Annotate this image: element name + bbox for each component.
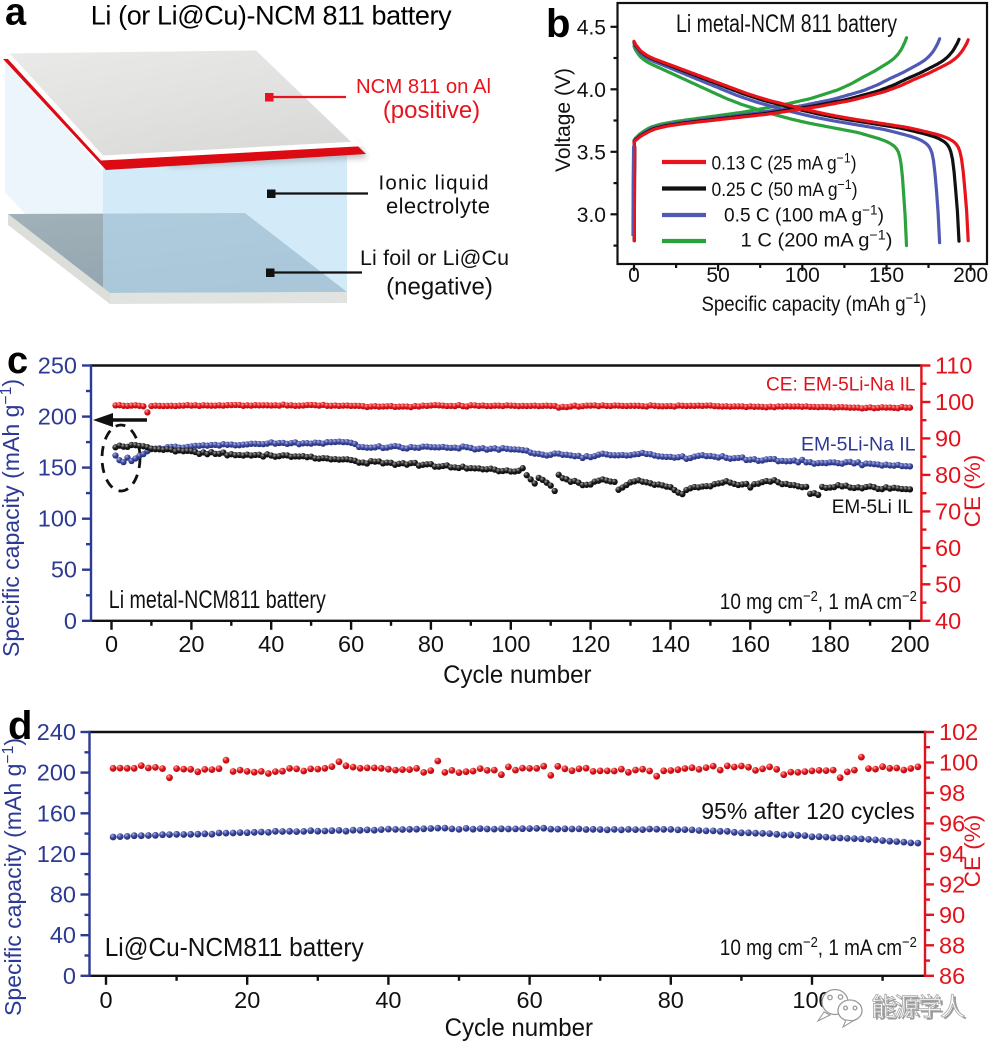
svg-text:10 mg cm−2, 1 mA cm−2: 10 mg cm−2, 1 mA cm−2	[720, 588, 917, 614]
svg-text:110: 110	[935, 353, 972, 379]
svg-text:100: 100	[38, 506, 77, 532]
svg-text:0.25 C (50 mA g−1): 0.25 C (50 mA g−1)	[712, 177, 858, 201]
svg-text:40: 40	[50, 922, 76, 948]
svg-text:250: 250	[38, 353, 77, 379]
svg-text:0.13 C (25 mA g−1): 0.13 C (25 mA g−1)	[712, 151, 857, 175]
svg-text:60: 60	[935, 535, 961, 561]
svg-text:能源学人: 能源学人	[871, 994, 965, 1022]
svg-text:100: 100	[939, 750, 978, 776]
svg-text:b: b	[546, 2, 570, 46]
svg-text:0: 0	[64, 608, 77, 634]
svg-text:86: 86	[939, 963, 965, 989]
svg-text:40: 40	[935, 608, 961, 634]
svg-text:120: 120	[571, 631, 610, 657]
svg-text:0: 0	[105, 631, 118, 657]
svg-text:92: 92	[939, 871, 965, 897]
svg-text:60: 60	[517, 987, 543, 1013]
svg-text:102: 102	[939, 719, 978, 745]
svg-text:d: d	[8, 704, 32, 748]
svg-text:Specific capacity (mAh g−1): Specific capacity (mAh g−1)	[702, 291, 927, 316]
svg-text:90: 90	[935, 425, 961, 451]
svg-text:Li metal-NCM 811 battery: Li metal-NCM 811 battery	[676, 10, 897, 38]
svg-text:140: 140	[651, 631, 690, 657]
svg-text:0.5 C (100 mA g−1): 0.5 C (100 mA g−1)	[724, 203, 884, 227]
svg-text:150: 150	[38, 455, 77, 481]
svg-text:0: 0	[63, 963, 76, 989]
svg-text:能源学人: 能源学人	[874, 996, 968, 1024]
svg-text:CE (%): CE (%)	[960, 815, 985, 888]
svg-text:4.5: 4.5	[577, 16, 606, 39]
svg-text:120: 120	[37, 841, 76, 867]
svg-text:a: a	[5, 0, 27, 34]
svg-text:3.0: 3.0	[577, 204, 606, 227]
svg-text:Li foil or Li@Cu: Li foil or Li@Cu	[360, 246, 509, 270]
svg-text:95% after 120 cycles: 95% after 120 cycles	[701, 798, 915, 824]
svg-text:Li metal-NCM811 battery: Li metal-NCM811 battery	[109, 587, 327, 614]
svg-text:80: 80	[935, 462, 961, 488]
svg-text:0: 0	[628, 264, 640, 287]
svg-text:98: 98	[939, 780, 965, 806]
svg-text:100: 100	[785, 264, 820, 287]
svg-text:90: 90	[939, 902, 965, 928]
svg-text:Specific capacity (mAh g−1): Specific capacity (mAh g−1)	[0, 738, 26, 1016]
svg-text:50: 50	[51, 557, 77, 583]
svg-text:200: 200	[38, 404, 77, 430]
svg-text:200: 200	[953, 264, 988, 287]
svg-text:Specific capacity (mAh g−1): Specific capacity (mAh g−1)	[0, 379, 24, 657]
svg-text:NCM 811 on Al: NCM 811 on Al	[356, 75, 491, 98]
svg-text:CE (%): CE (%)	[960, 455, 985, 528]
svg-text:0: 0	[99, 987, 112, 1013]
svg-text:CE: EM-5Li-Na IL: CE: EM-5Li-Na IL	[766, 375, 916, 396]
svg-text:Li@Cu-NCM811 battery: Li@Cu-NCM811 battery	[105, 934, 364, 962]
svg-text:(positive): (positive)	[383, 97, 480, 124]
svg-text:80: 80	[658, 987, 684, 1013]
svg-text:50: 50	[706, 264, 729, 287]
svg-text:80: 80	[418, 631, 444, 657]
svg-text:4.0: 4.0	[577, 79, 606, 102]
svg-text:94: 94	[939, 841, 965, 867]
svg-text:20: 20	[178, 631, 204, 657]
svg-text:160: 160	[37, 800, 76, 826]
svg-text:60: 60	[338, 631, 364, 657]
svg-text:88: 88	[939, 932, 965, 958]
svg-text:180: 180	[810, 631, 849, 657]
svg-text:EM-5Li-Na IL: EM-5Li-Na IL	[801, 435, 916, 456]
svg-text:80: 80	[50, 882, 76, 908]
svg-text:20: 20	[234, 987, 260, 1013]
svg-text:150: 150	[869, 264, 904, 287]
svg-text:Cycle number: Cycle number	[443, 661, 591, 689]
svg-text:c: c	[7, 340, 28, 382]
svg-text:200: 200	[37, 760, 76, 786]
svg-text:Li (or Li@Cu)-NCM 811 battery: Li (or Li@Cu)-NCM 811 battery	[91, 1, 452, 31]
svg-text:3.5: 3.5	[577, 141, 606, 164]
svg-text:100: 100	[491, 631, 530, 657]
svg-text:40: 40	[258, 631, 284, 657]
svg-text:96: 96	[939, 810, 965, 836]
svg-text:160: 160	[731, 631, 770, 657]
svg-text:200: 200	[890, 631, 929, 657]
svg-text:40: 40	[375, 987, 401, 1013]
svg-text:50: 50	[935, 571, 961, 597]
svg-text:electrolyte: electrolyte	[386, 194, 490, 219]
svg-text:10 mg cm−2, 1 mA cm−2: 10 mg cm−2, 1 mA cm−2	[720, 934, 917, 960]
svg-text:240: 240	[37, 719, 76, 745]
svg-text:EM-5Li IL: EM-5Li IL	[832, 497, 913, 518]
svg-text:70: 70	[935, 498, 961, 524]
svg-text:Voltage (V): Voltage (V)	[552, 68, 575, 172]
svg-text:1 C (200 mA g−1): 1 C (200 mA g −1)	[741, 228, 893, 252]
svg-text:(negative): (negative)	[386, 274, 493, 301]
svg-text:100: 100	[935, 389, 974, 415]
svg-text:Cycle number: Cycle number	[445, 1014, 593, 1042]
